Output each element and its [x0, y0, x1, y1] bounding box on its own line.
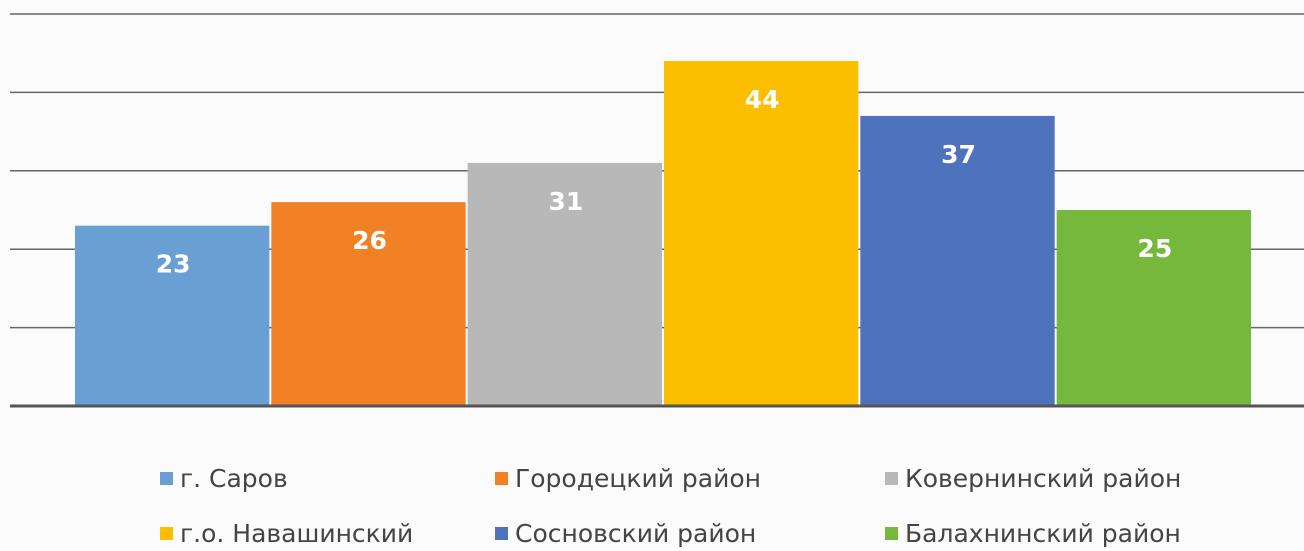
legend-label: Сосновский район: [515, 519, 756, 548]
bar: [271, 202, 466, 406]
data-label: 44: [745, 85, 780, 114]
legend-swatch: [885, 527, 898, 540]
data-label: 31: [548, 187, 583, 216]
data-label: 37: [941, 140, 976, 169]
bar: [664, 61, 859, 406]
legend-swatch: [495, 527, 508, 540]
bar: [467, 162, 662, 406]
data-label: 26: [352, 226, 387, 255]
legend-swatch: [885, 472, 898, 485]
legend-label: Городецкий район: [515, 464, 761, 493]
bar: [75, 225, 270, 406]
legend-swatch: [495, 472, 508, 485]
legend-label: г. Саров: [180, 464, 288, 493]
bar: [1056, 210, 1251, 406]
data-label: 25: [1137, 234, 1172, 263]
legend-swatch: [160, 472, 173, 485]
data-label: 23: [156, 250, 191, 279]
legend-label: Балахнинский район: [905, 519, 1181, 548]
legend-label: Ковернинский район: [905, 464, 1181, 493]
legend-swatch: [160, 527, 173, 540]
bar: [860, 115, 1055, 407]
legend-label: г.о. Навашинский: [180, 519, 413, 548]
